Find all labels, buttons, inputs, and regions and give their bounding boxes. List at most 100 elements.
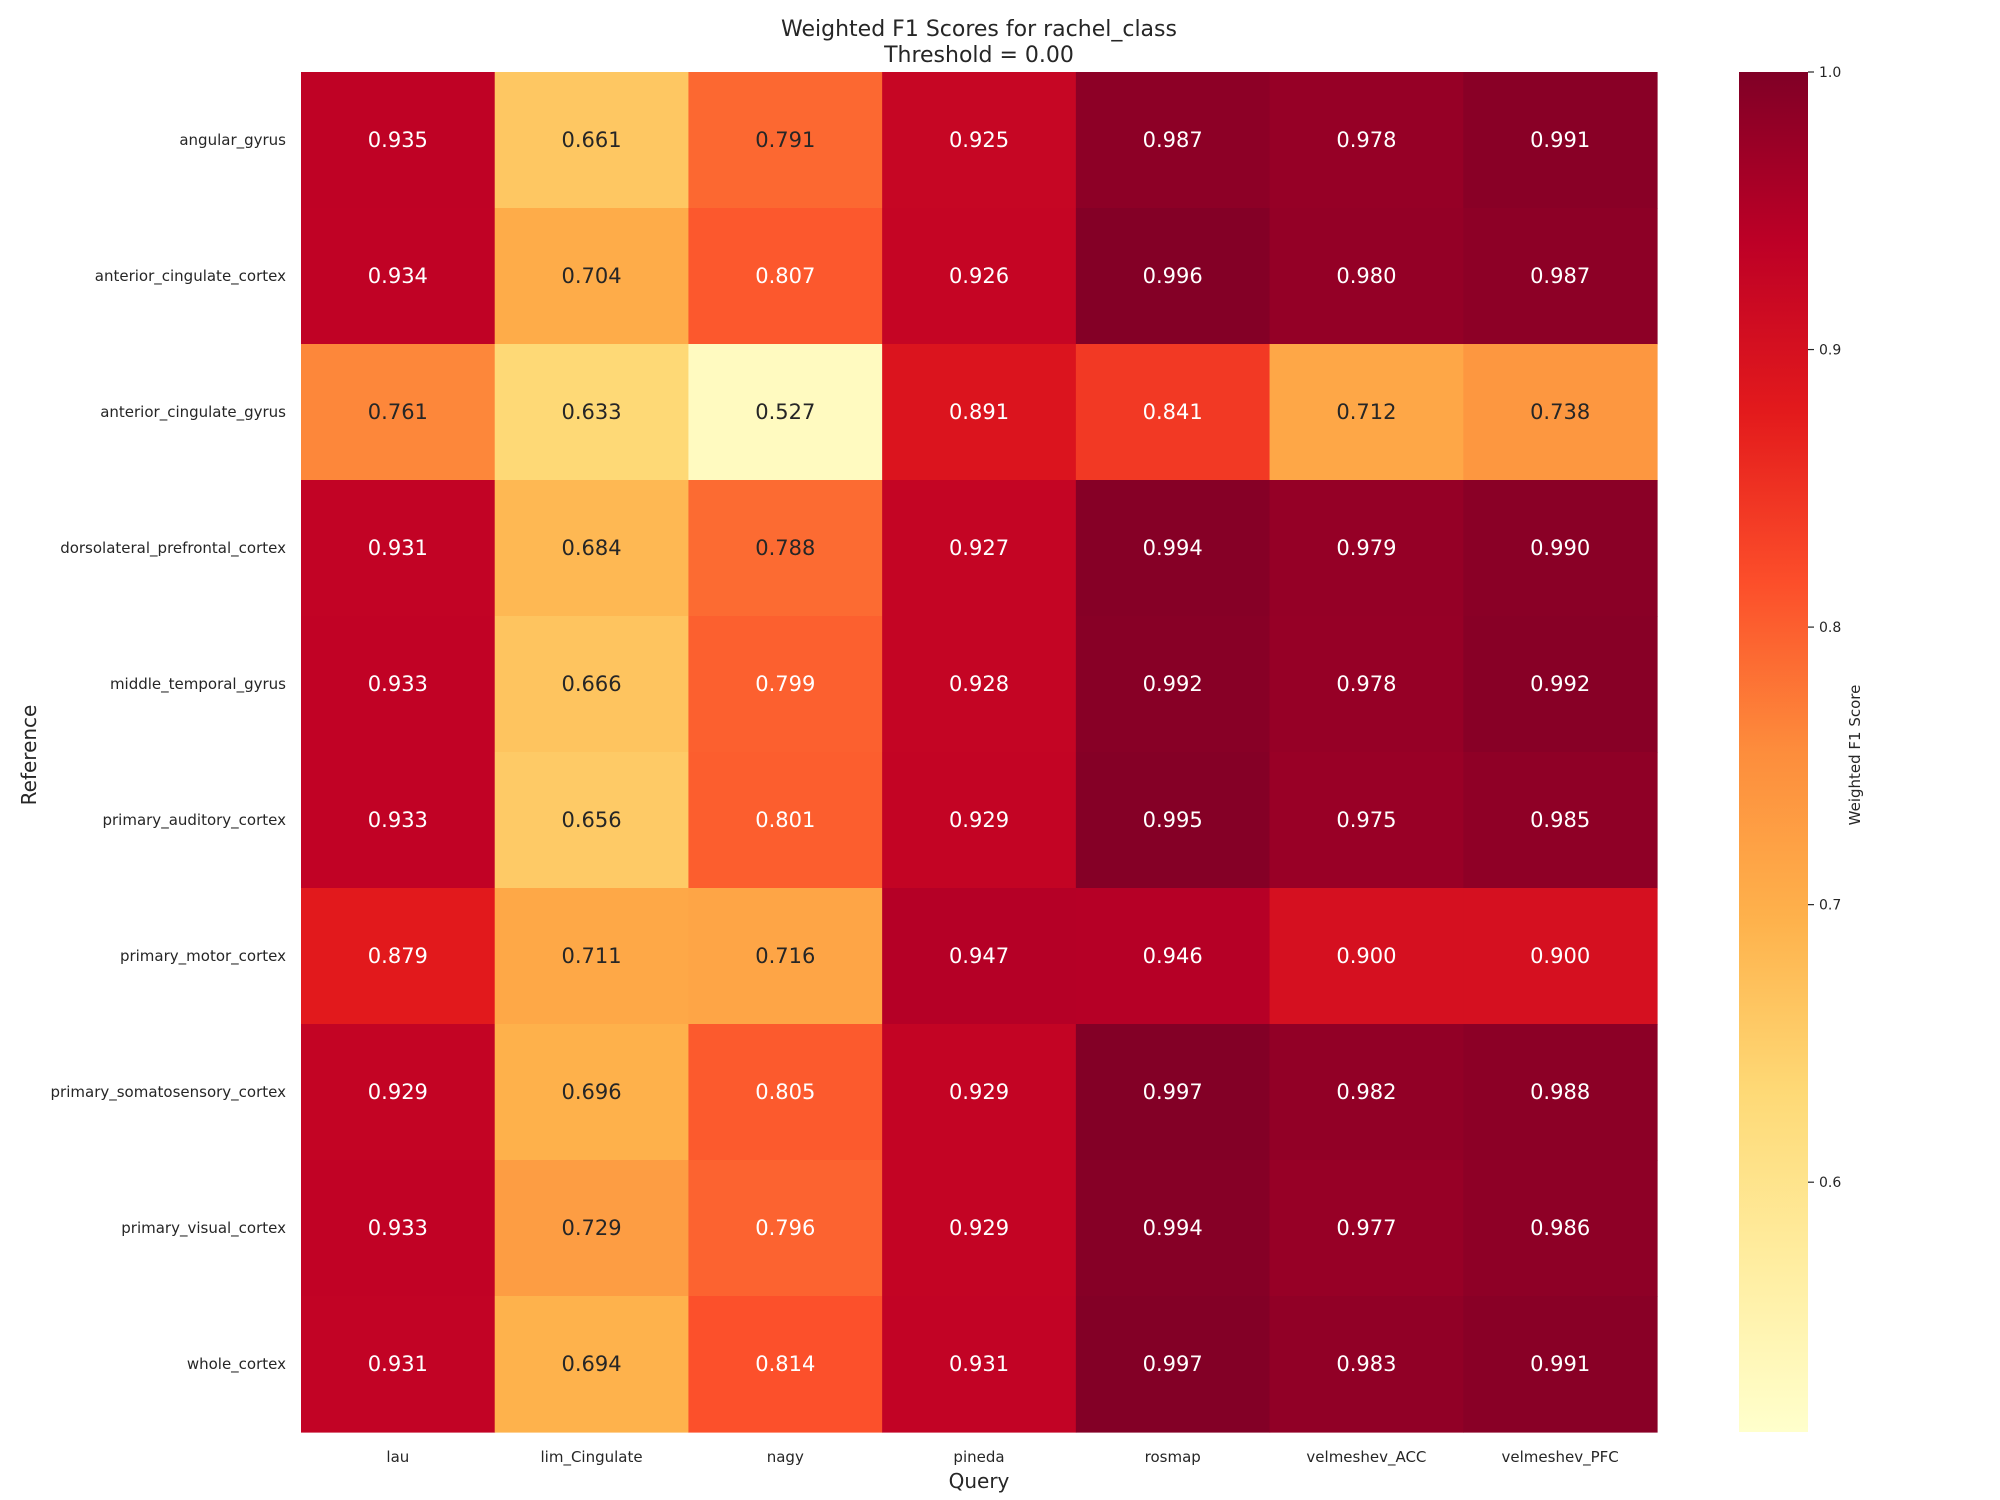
cell-value-label: 0.694	[562, 1352, 622, 1376]
heatmap-cell	[494, 208, 690, 345]
cell-value-label: 0.982	[1336, 1080, 1396, 1104]
heatmap-cell	[301, 72, 496, 209]
heatmap-cell	[301, 1024, 496, 1161]
heatmap-cell	[882, 72, 1077, 209]
heatmap-cell	[301, 888, 496, 1025]
cell-value-label: 0.666	[562, 672, 622, 696]
cell-value-label: 0.716	[755, 944, 815, 968]
y-tick-label: primary_auditory_cortex	[102, 811, 286, 830]
cell-value-label: 0.891	[949, 400, 1009, 424]
y-tick-label: anterior_cingulate_cortex	[95, 267, 286, 286]
heatmap-cell	[494, 1296, 690, 1433]
colorbar-ticks: 0.6 0.7 0.8 0.9 1.0	[1808, 65, 1841, 1191]
colorbar-tick-label: 0.7	[1819, 898, 1841, 914]
heatmap-cell	[1269, 616, 1464, 753]
cell-value-label: 0.633	[562, 400, 622, 424]
heatmap-cell	[1075, 344, 1271, 481]
heatmap-cell	[882, 616, 1077, 753]
heatmap-cell	[1463, 480, 1658, 617]
heatmap-cell	[1075, 480, 1271, 617]
heatmap-cell	[494, 616, 690, 753]
heatmap-cell	[688, 1024, 883, 1161]
cell-value-label: 0.929	[949, 808, 1009, 832]
heatmap-cell	[1075, 72, 1271, 209]
cell-value-label: 0.791	[755, 128, 815, 152]
heatmap-cell	[1075, 1024, 1271, 1161]
cell-value-label: 0.992	[1530, 672, 1590, 696]
cell-value-label: 0.814	[755, 1352, 815, 1376]
cell-value-label: 0.983	[1336, 1352, 1396, 1376]
heatmap-cell	[494, 1160, 690, 1297]
heatmap-cell	[494, 72, 690, 209]
heatmap-cell	[301, 616, 496, 753]
cell-value-label: 0.712	[1336, 400, 1396, 424]
heatmap-cell	[688, 1160, 883, 1297]
heatmap-cell	[494, 480, 690, 617]
heatmap-cell	[882, 888, 1077, 1025]
heatmap-cell	[1269, 72, 1464, 209]
x-tick-labels: lau lim_Cingulate nagy pineda rosmap velmeshe…	[386, 1448, 1618, 1467]
cell-value-label: 0.947	[949, 944, 1009, 968]
y-tick-label: primary_somatosensory_cortex	[51, 1083, 287, 1102]
cell-value-label: 0.704	[562, 264, 622, 288]
cell-value-label: 0.988	[1530, 1080, 1590, 1104]
heatmap-cell	[1075, 1160, 1271, 1297]
cell-value-label: 0.931	[368, 536, 428, 560]
heatmap-cell	[1269, 1024, 1464, 1161]
x-tick-label: lau	[386, 1448, 409, 1466]
heatmap-cell	[882, 1160, 1077, 1297]
cell-value-label: 0.933	[368, 1216, 428, 1240]
colorbar-tick-label: 0.9	[1819, 343, 1841, 359]
cell-value-label: 0.807	[755, 264, 815, 288]
cell-value-label: 0.900	[1530, 944, 1590, 968]
cell-value-label: 0.990	[1530, 536, 1590, 560]
cell-value-label: 0.980	[1336, 264, 1396, 288]
cell-value-label: 0.805	[755, 1080, 815, 1104]
heatmap-cell	[301, 1296, 496, 1433]
heatmap-cell	[688, 616, 883, 753]
colorbar	[1739, 72, 1808, 1432]
x-tick-label: lim_Cingulate	[541, 1448, 643, 1467]
cell-value-label: 0.979	[1336, 536, 1396, 560]
heatmap-cell	[882, 344, 1077, 481]
cell-value-label: 0.761	[368, 400, 428, 424]
heatmap-cell	[1463, 208, 1658, 345]
x-tick-label: nagy	[767, 1448, 804, 1466]
cell-value-label: 0.928	[949, 672, 1009, 696]
chart-title: Weighted F1 Scores for rachel_class	[781, 17, 1177, 42]
cell-value-label: 0.991	[1530, 1352, 1590, 1376]
cell-value-label: 0.729	[562, 1216, 622, 1240]
cell-value-label: 0.933	[368, 672, 428, 696]
heatmap-cell	[1269, 888, 1464, 1025]
cell-value-label: 0.985	[1530, 808, 1590, 832]
heatmap-cell	[301, 480, 496, 617]
cell-value-label: 0.977	[1336, 1216, 1396, 1240]
cell-value-label: 0.986	[1530, 1216, 1590, 1240]
heatmap-cell	[882, 1296, 1077, 1433]
x-tick-label: velmeshev_ACC	[1306, 1448, 1426, 1467]
y-axis-label: Reference	[17, 705, 41, 806]
heatmap-cell	[688, 1296, 883, 1433]
heatmap-cell	[688, 72, 883, 209]
heatmap-cell	[688, 344, 883, 481]
cell-value-label: 0.738	[1530, 400, 1590, 424]
heatmap-cell	[1269, 208, 1464, 345]
heatmap-cell	[688, 888, 883, 1025]
heatmap-cell	[688, 752, 883, 889]
heatmap-cells	[301, 72, 1658, 1433]
heatmap-cell	[1463, 72, 1658, 209]
cell-value-label: 0.527	[755, 400, 815, 424]
cell-value-label: 0.994	[1143, 1216, 1203, 1240]
cell-value-label: 0.934	[368, 264, 428, 288]
cell-value-label: 0.925	[949, 128, 1009, 152]
cell-value-label: 0.997	[1143, 1352, 1203, 1376]
heatmap-cell	[494, 1024, 690, 1161]
heatmap-cell	[301, 752, 496, 889]
heatmap-cell	[494, 344, 690, 481]
cell-value-label: 0.711	[562, 944, 622, 968]
cell-value-label: 0.987	[1530, 264, 1590, 288]
heatmap-cell	[1463, 1296, 1658, 1433]
cell-value-label: 0.929	[949, 1080, 1009, 1104]
heatmap-cell	[494, 888, 690, 1025]
heatmap-cell	[301, 208, 496, 345]
